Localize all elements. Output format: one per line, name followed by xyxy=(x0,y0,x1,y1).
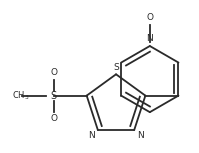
Text: O: O xyxy=(146,13,153,22)
Text: O: O xyxy=(50,68,57,77)
Text: N: N xyxy=(137,131,144,140)
Text: S: S xyxy=(51,91,57,101)
Text: N: N xyxy=(88,131,95,140)
Text: S: S xyxy=(113,63,119,72)
Text: O: O xyxy=(50,114,57,123)
Text: CH$_3$: CH$_3$ xyxy=(12,89,29,102)
Text: N: N xyxy=(146,34,153,43)
